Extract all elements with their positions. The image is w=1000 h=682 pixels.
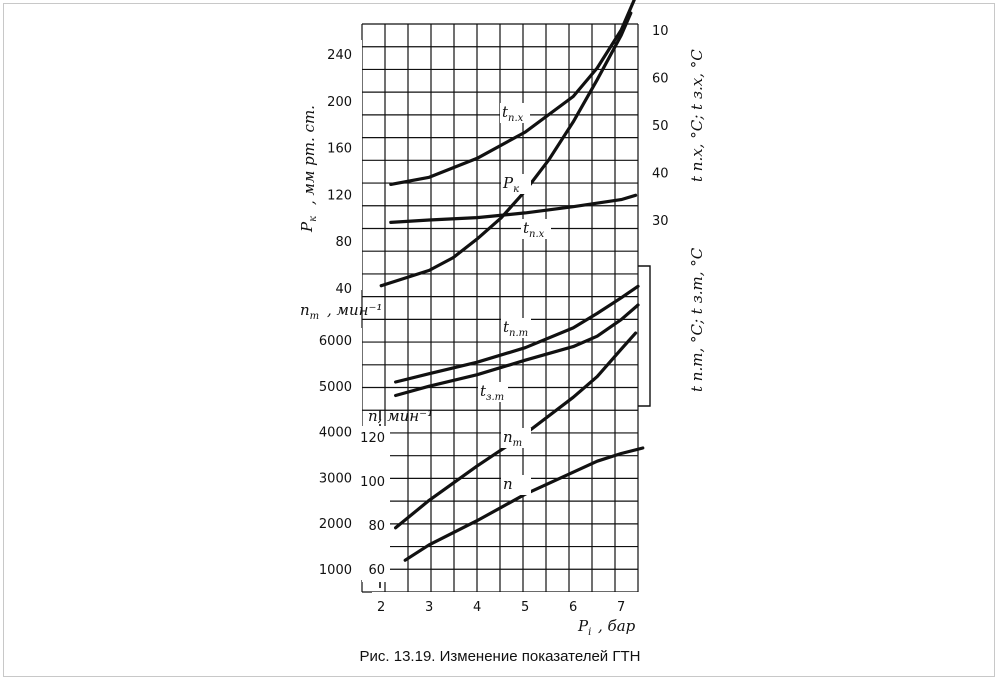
- label-backdrop: [501, 318, 531, 338]
- tick-label-temp-x: 50: [652, 119, 669, 134]
- tick-label-nt: 2000: [319, 517, 352, 532]
- axis-label-pk: Pк: [298, 216, 319, 233]
- tick-label-pk: 40: [335, 282, 352, 297]
- axis-label-n: n, мин⁻¹: [368, 407, 433, 425]
- series-t-zx: [389, 193, 638, 224]
- label-backdrop: [316, 40, 362, 290]
- label-backdrop: [501, 428, 531, 448]
- series-t-px: [389, 0, 636, 186]
- label-backdrop: [314, 328, 362, 580]
- series-t-zt: [394, 303, 640, 398]
- tick-label-temp-x: 40: [652, 167, 669, 182]
- axis-label-temp-x: t п.х, °C; t з.х, °C: [688, 49, 706, 182]
- tick-label-x: 5: [521, 600, 529, 615]
- tick-label-pk: 160: [327, 142, 352, 157]
- tick-label-n: 100: [360, 475, 385, 490]
- curve-label-t-zt: tз.т: [480, 382, 504, 403]
- tick-label-temp-x: 60: [652, 72, 669, 87]
- tick-label-nt: 6000: [319, 334, 352, 349]
- curve-label-t-px: tп.х: [502, 103, 524, 124]
- tick-label-pk: 120: [327, 188, 352, 203]
- axis-label-nt-unit: , мин⁻¹: [327, 301, 382, 319]
- label-backdrop: [372, 592, 638, 616]
- label-backdrop: [501, 475, 531, 495]
- tick-label-nt: 4000: [319, 426, 352, 441]
- tick-label-x: 3: [425, 600, 433, 615]
- tick-label-pk: 80: [335, 235, 352, 250]
- label-backdrop: [500, 103, 530, 123]
- series-t-pt: [394, 284, 640, 384]
- figure-caption: Рис. 13.19. Изменение показателей ГТН: [359, 648, 641, 665]
- curve-label-t-zx: tп.х: [523, 219, 545, 240]
- tick-label-n: 60: [368, 563, 385, 578]
- axis-label-temp-t: t п.т, °C; t з.т, °C: [688, 247, 706, 392]
- tick-label-n: 120: [360, 431, 385, 446]
- tick-label-pk: 240: [327, 48, 352, 63]
- tick-label-x: 4: [473, 600, 481, 615]
- label-backdrop: [362, 426, 390, 582]
- label-backdrop: [478, 382, 508, 402]
- tick-label-x: 6: [569, 600, 577, 615]
- curve-label-n: n: [503, 475, 513, 493]
- tick-label-nt: 5000: [319, 380, 352, 395]
- label-backdrop: [521, 219, 551, 239]
- axis-label-pi: Pi: [577, 617, 591, 638]
- axis-label-pi-unit: , бар: [598, 617, 636, 635]
- right-axis-bracket: [638, 265, 651, 407]
- tick-label-temp-x: 10: [652, 24, 669, 39]
- tick-label-n: 80: [368, 519, 385, 534]
- tick-label-nt: 3000: [319, 471, 352, 486]
- axis-label-pk-unit: , мм рт. ст.: [300, 105, 318, 205]
- tick-label-x: 2: [377, 600, 385, 615]
- curve-label-pk: Pк: [502, 174, 519, 195]
- tick-label-nt: 1000: [319, 563, 352, 578]
- tick-label-x: 7: [617, 600, 625, 615]
- curve-label-t-pt: tп.т: [503, 318, 528, 339]
- series-pk: [379, 11, 633, 288]
- label-backdrop: [501, 174, 531, 194]
- axis-label-nt: nт: [300, 301, 319, 322]
- tick-label-temp-x: 30: [652, 214, 669, 229]
- figure-frame: [3, 3, 995, 677]
- series-n: [403, 446, 645, 562]
- label-backdrop: [640, 22, 670, 232]
- curve-label-nt: nт: [503, 428, 522, 449]
- series-nt: [394, 331, 638, 530]
- tick-label-pk: 200: [327, 95, 352, 110]
